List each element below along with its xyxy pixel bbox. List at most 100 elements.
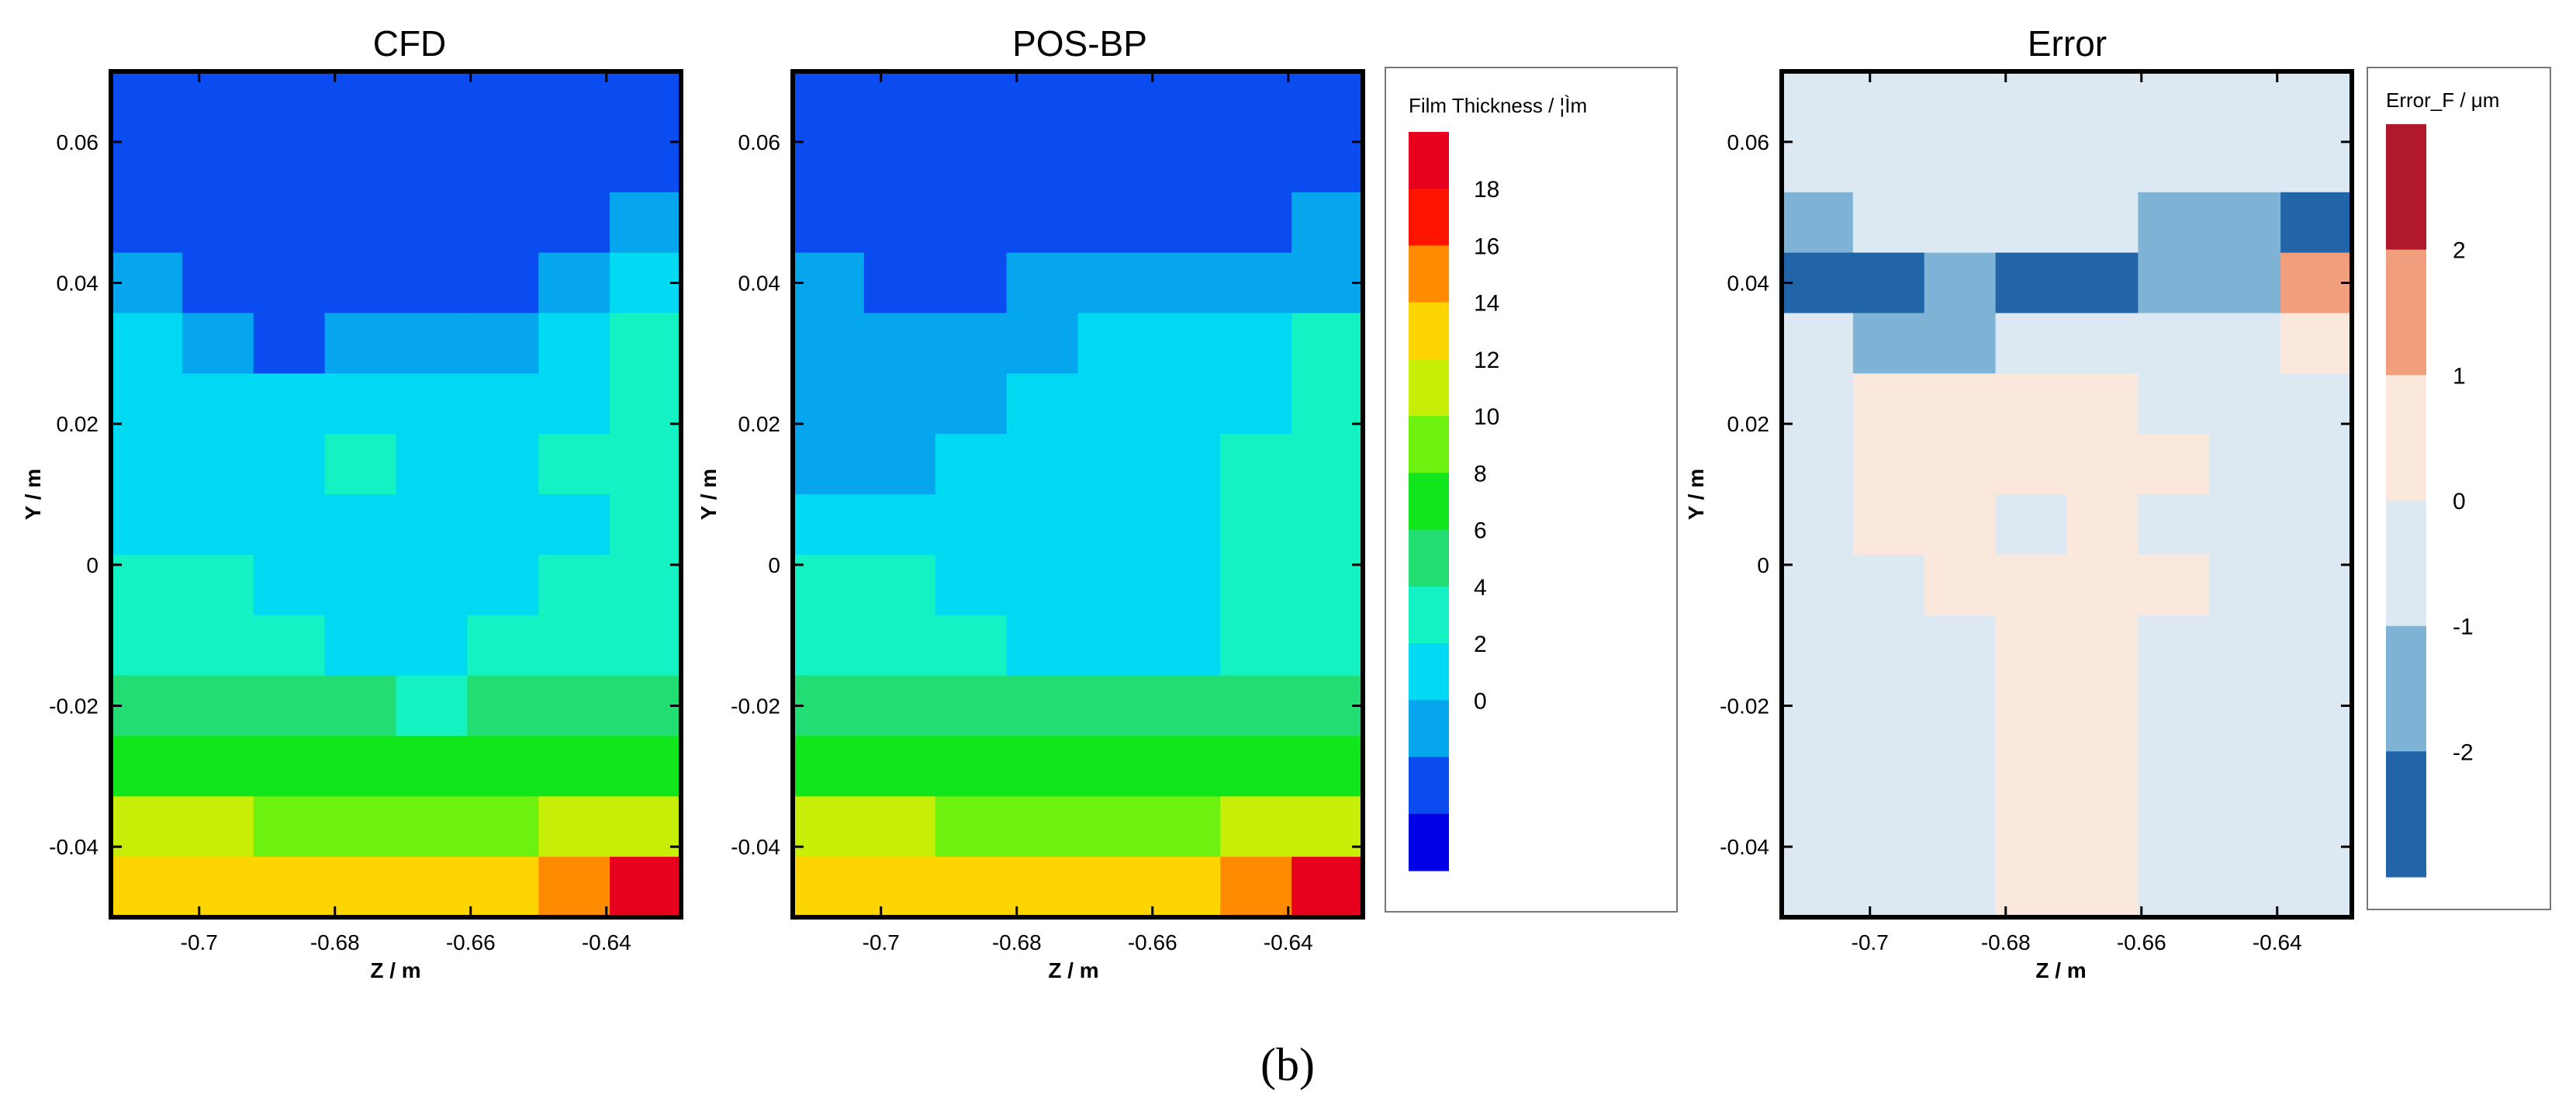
heat-cell-error-r4-c2	[1924, 313, 1997, 375]
x-axis-label-cfd: Z / m	[370, 958, 420, 982]
y-tick-label-error-1: -0.02	[1720, 695, 1769, 719]
heat-cell-error-r11-c6	[2209, 736, 2281, 798]
colorbar-swatch-0-9	[1409, 643, 1449, 701]
heat-cell-error-r12-c4	[2066, 796, 2139, 857]
colorbar-title-error: Error_F / μm	[2386, 88, 2499, 112]
heat-cell-cfd-r11-c6	[538, 736, 610, 798]
x-tick-label-cfd-0: -0.7	[181, 930, 218, 954]
x-tick-label-cfd-2: -0.66	[446, 930, 496, 954]
heat-cell-error-r4-c7	[2280, 313, 2353, 375]
heat-cell-cfd-r4-c4	[396, 313, 469, 375]
heat-cell-error-r8-c6	[2209, 554, 2281, 616]
heat-cell-pos-bp-r6-c0	[793, 434, 865, 495]
plot-cfd: CFD -0.7 -0.68 -0.66 -0.64 -0.04 -0.02 0 0.02 0.…	[21, 23, 683, 982]
heat-cell-cfd-r11-c5	[467, 736, 540, 798]
colorbar-error: Error_F / μm 2 1 0 -1 -2	[2367, 67, 2551, 910]
heat-cell-error-r9-c2	[1924, 615, 1997, 677]
y-tick-label-cfd-5: 0.06	[57, 130, 99, 154]
colorbar-label-1-0: 2	[2453, 238, 2466, 264]
heat-cell-error-r2-c5	[2138, 192, 2211, 254]
heat-cell-pos-bp-r2-c4	[1077, 192, 1150, 254]
colorbar-swatch-1-3	[2386, 501, 2426, 627]
heat-cell-cfd-r7-c2	[253, 494, 326, 556]
colorbar-label-0-8: 2	[1474, 632, 1487, 657]
colorbar-swatch-1-2	[2386, 375, 2426, 501]
colorbar-label-0-3: 12	[1474, 348, 1499, 373]
colorbar-title-film-thickness: Film Thickness / ¦Ìm	[1409, 94, 1587, 117]
heat-cell-error-r0-c0	[1782, 71, 1854, 133]
heat-cell-pos-bp-r10-c1	[863, 675, 936, 737]
heat-cell-cfd-r3-c0	[111, 252, 183, 314]
heat-cell-error-r11-c3	[1995, 736, 2068, 798]
heat-cell-cfd-r5-c4	[396, 373, 469, 435]
heat-cell-error-r10-c2	[1924, 675, 1997, 737]
heat-cell-pos-bp-r1-c3	[1006, 131, 1079, 193]
heat-cell-pos-bp-r7-c3	[1006, 494, 1079, 556]
heat-cell-pos-bp-r8-c0	[793, 554, 865, 616]
heat-cell-pos-bp-r5-c1	[863, 373, 936, 435]
heat-cell-error-r1-c5	[2138, 131, 2211, 193]
heat-cell-pos-bp-r8-c3	[1006, 554, 1079, 616]
heat-cell-cfd-r3-c6	[538, 252, 610, 314]
heat-cell-pos-bp-r8-c1	[863, 554, 936, 616]
heat-cell-cfd-r6-c1	[182, 434, 254, 495]
heat-cell-pos-bp-r4-c2	[935, 313, 1008, 375]
x-tick-label-pos-bp-1: -0.68	[992, 930, 1042, 954]
heat-cell-error-r11-c4	[2066, 736, 2139, 798]
heat-cell-cfd-r3-c3	[324, 252, 397, 314]
heat-cell-cfd-r0-c3	[324, 71, 397, 133]
heat-cell-pos-bp-r3-c7	[1291, 252, 1364, 314]
heat-cell-cfd-r6-c7	[610, 434, 682, 495]
colorbar-swatch-1-4	[2386, 625, 2426, 752]
heat-cell-cfd-r12-c4	[396, 796, 469, 857]
heat-cell-pos-bp-r6-c5	[1149, 434, 1222, 495]
heat-cell-cfd-r10-c0	[111, 675, 183, 737]
heat-cell-pos-bp-r7-c1	[863, 494, 936, 556]
heat-cell-pos-bp-r2-c1	[863, 192, 936, 254]
x-tick-label-cfd-3: -0.64	[582, 930, 631, 954]
heat-cell-pos-bp-r6-c7	[1291, 434, 1364, 495]
heat-cell-error-r6-c5	[2138, 434, 2211, 495]
y-tick-label-error-3: 0.02	[1727, 412, 1770, 436]
heat-cell-cfd-r3-c2	[253, 252, 326, 314]
heat-cell-pos-bp-r2-c6	[1220, 192, 1292, 254]
heat-cell-error-r5-c0	[1782, 373, 1854, 435]
heat-cell-pos-bp-r9-c5	[1149, 615, 1222, 677]
heat-cell-pos-bp-r13-c6	[1220, 857, 1292, 918]
heat-cell-error-r2-c1	[1852, 192, 1925, 254]
heat-cell-pos-bp-r9-c2	[935, 615, 1008, 677]
heat-cell-cfd-r6-c0	[111, 434, 183, 495]
plot-pos-bp: POS-BP -0.7 -0.68 -0.66 -0.64 -0.04 -0.02 0 0.0…	[697, 23, 1365, 982]
heat-cell-error-r9-c7	[2280, 615, 2353, 677]
plot-frame-cfd	[109, 69, 683, 920]
y-tick-label-pos-bp-0: -0.04	[731, 835, 780, 859]
heat-cell-pos-bp-r5-c3	[1006, 373, 1079, 435]
heat-cell-cfd-r8-c3	[324, 554, 397, 616]
heat-cell-error-r10-c1	[1852, 675, 1925, 737]
heat-cell-cfd-r1-c7	[610, 131, 682, 193]
colorbar-label-0-1: 16	[1474, 234, 1499, 259]
plot-title-pos-bp: POS-BP	[1012, 23, 1147, 64]
colorbar-label-0-4: 10	[1474, 404, 1499, 430]
heat-cell-pos-bp-r6-c1	[863, 434, 936, 495]
ticks-error: -0.7 -0.68 -0.66 -0.64 -0.04 -0.02 0 0.02 0.04 0.…	[1720, 71, 2352, 954]
heat-cell-pos-bp-r1-c7	[1291, 131, 1364, 193]
heat-cell-cfd-r6-c3	[324, 434, 397, 495]
heat-cell-cfd-r4-c6	[538, 313, 610, 375]
plot-frame-pos-bp	[790, 69, 1365, 920]
plot-frame-error	[1779, 69, 2354, 920]
heat-cell-error-r8-c2	[1924, 554, 1997, 616]
heat-cell-cfd-r10-c7	[610, 675, 682, 737]
heat-cell-error-r6-c3	[1995, 434, 2068, 495]
heat-cell-pos-bp-r2-c7	[1291, 192, 1364, 254]
heat-cell-error-r7-c3	[1995, 494, 2068, 556]
colorbar-swatch-0-6	[1409, 473, 1449, 531]
ticks-pos-bp: -0.7 -0.68 -0.66 -0.64 -0.04 -0.02 0 0.02 0.04 0.…	[731, 71, 1363, 954]
heat-cell-cfd-r10-c1	[182, 675, 254, 737]
heat-cell-error-r11-c2	[1924, 736, 1997, 798]
heat-cell-cfd-r5-c7	[610, 373, 682, 435]
heat-cell-cfd-r7-c1	[182, 494, 254, 556]
ticks-cfd: -0.7 -0.68 -0.66 -0.64 -0.04 -0.02 0 0.02 0.04 0.…	[49, 71, 681, 954]
heat-cell-cfd-r7-c0	[111, 494, 183, 556]
heat-cell-pos-bp-r8-c2	[935, 554, 1008, 616]
